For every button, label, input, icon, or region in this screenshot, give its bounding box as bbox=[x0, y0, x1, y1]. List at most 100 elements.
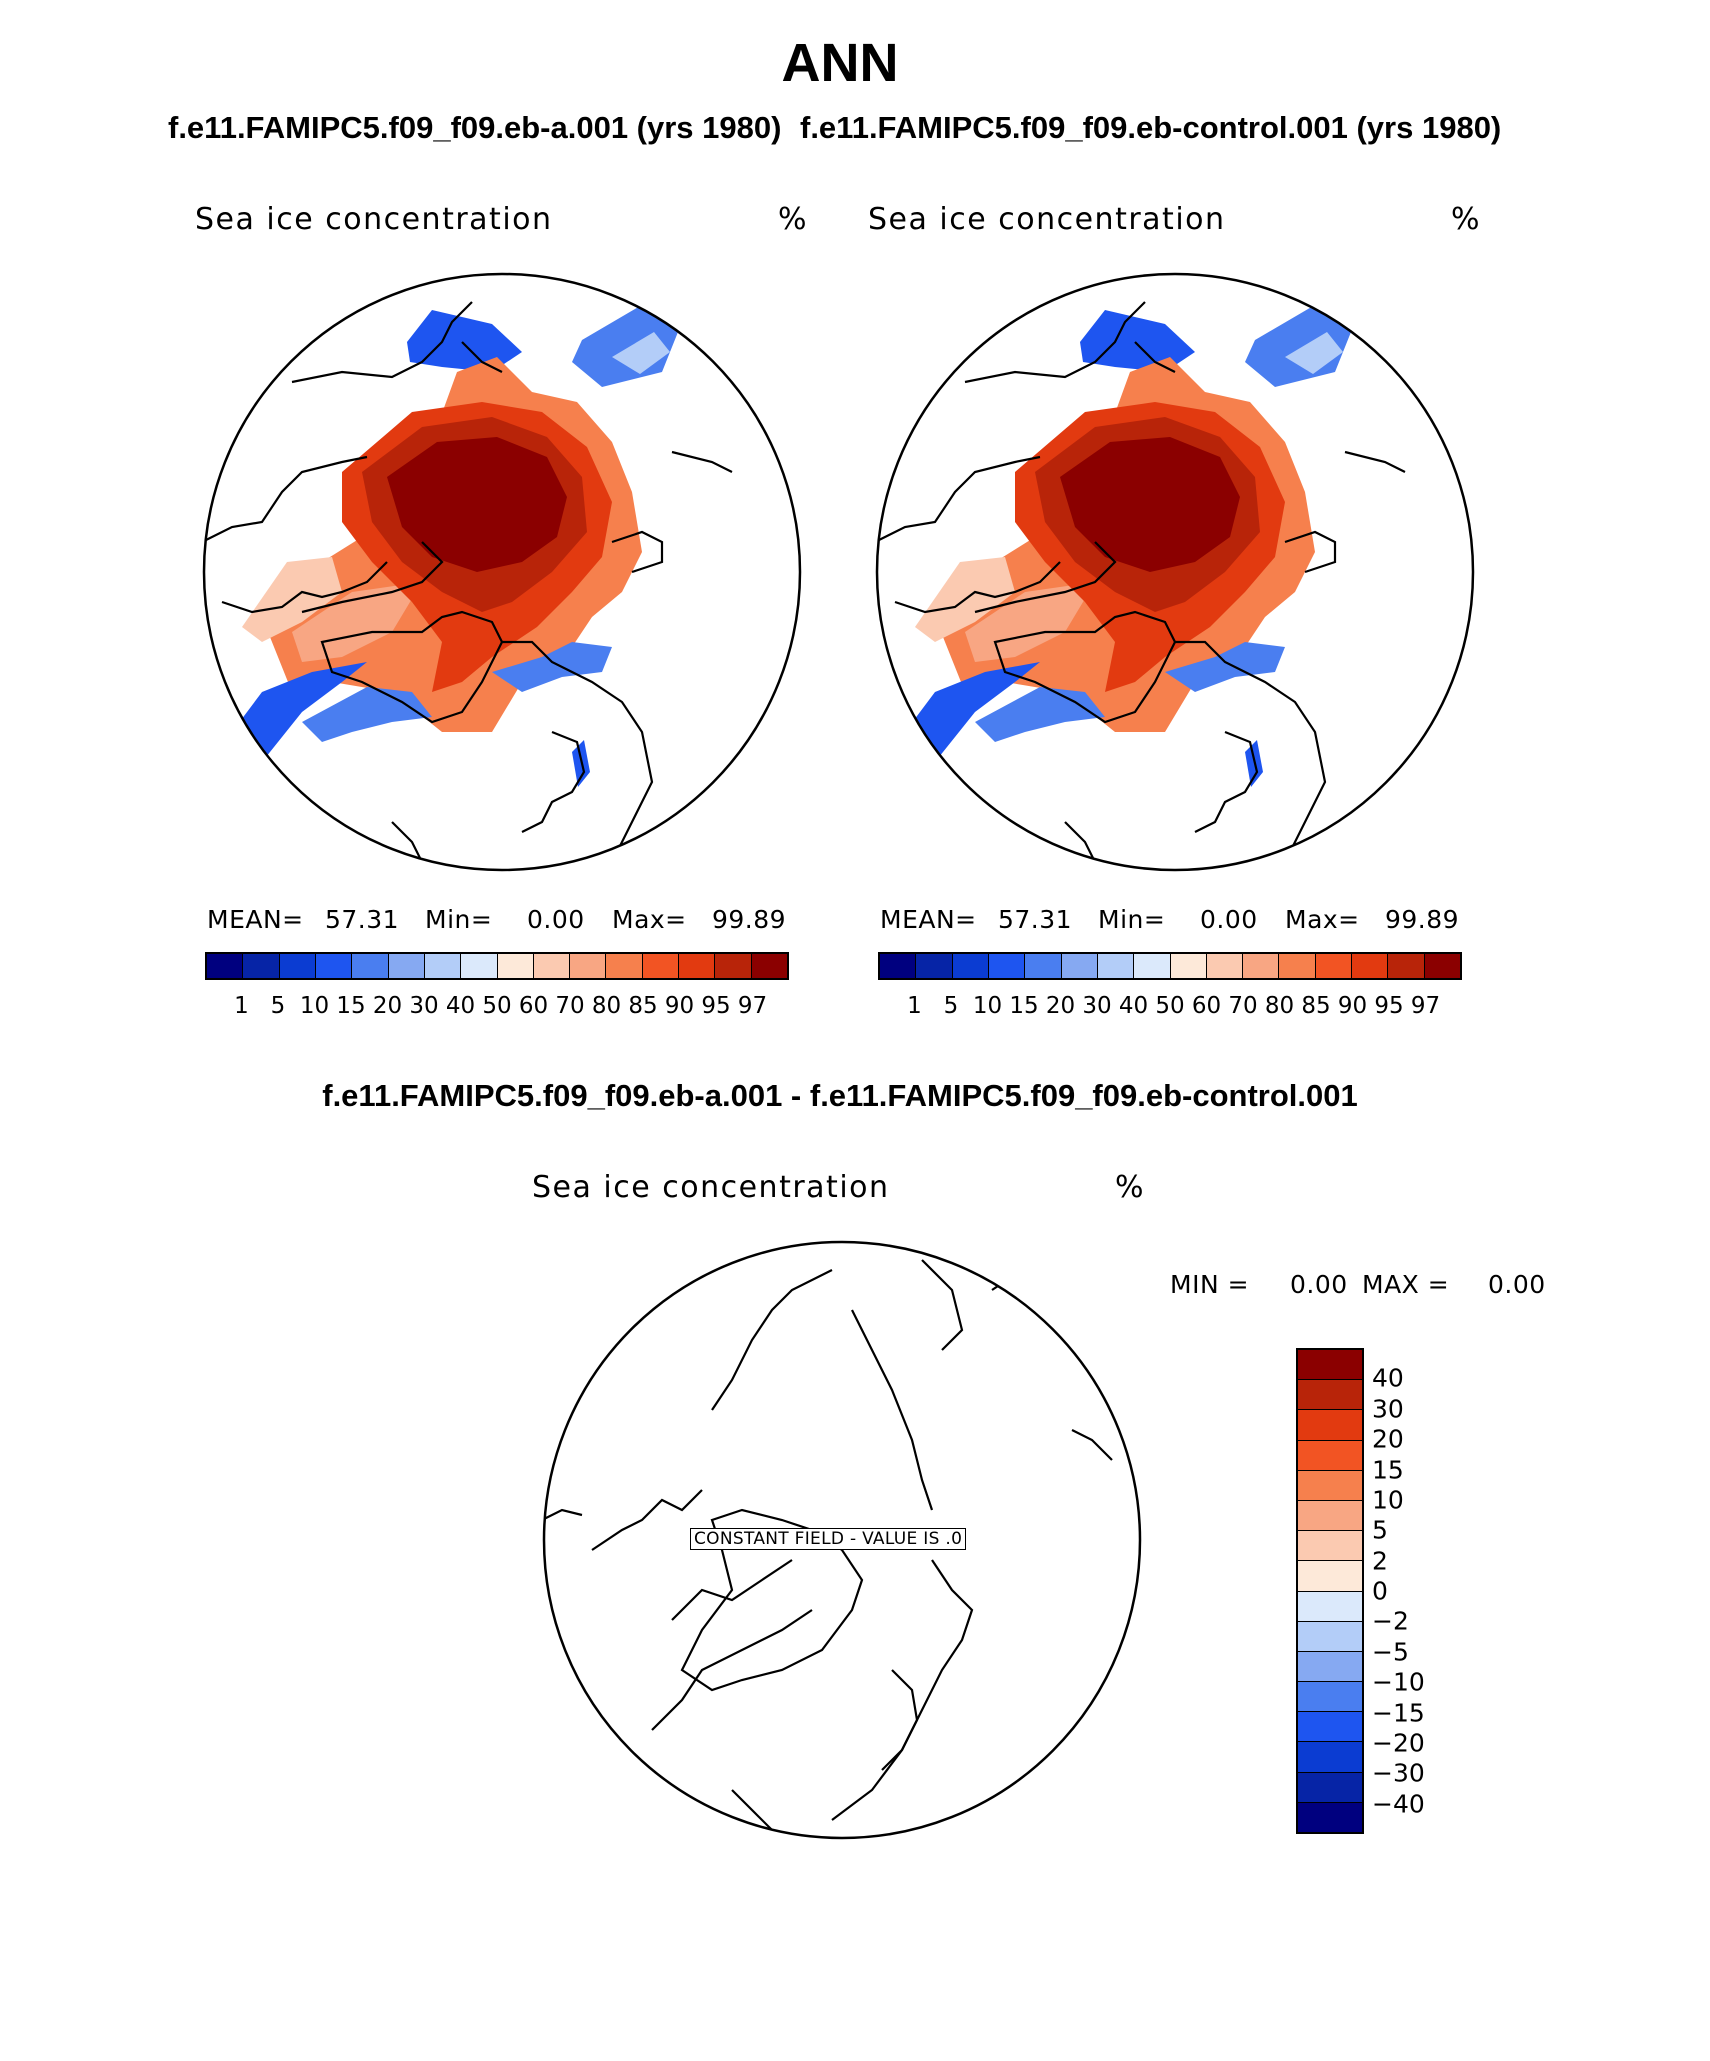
min-value: 0.00 bbox=[527, 905, 585, 934]
right-panel-polar-map bbox=[875, 272, 1475, 872]
colorbar-swatch bbox=[1298, 1591, 1362, 1622]
colorbar-tick-label: 50 bbox=[1155, 993, 1185, 1019]
colorbar-tick-label: 0 bbox=[1372, 1576, 1388, 1606]
colorbar-tick-label: −20 bbox=[1372, 1728, 1425, 1758]
colorbar-swatch bbox=[715, 954, 752, 978]
colorbar-swatch bbox=[606, 954, 643, 978]
colorbar-tick-label: 50 bbox=[482, 993, 512, 1019]
colorbar-swatch bbox=[1298, 1470, 1362, 1501]
left-panel-colorbar bbox=[205, 952, 789, 980]
left-panel-unit-label: % bbox=[778, 202, 807, 237]
constant-field-label: CONSTANT FIELD - VALUE IS .0 bbox=[690, 1528, 967, 1550]
colorbar-swatch bbox=[570, 954, 607, 978]
colorbar-swatch bbox=[751, 954, 787, 978]
colorbar-swatch bbox=[1298, 1380, 1362, 1411]
colorbar-swatch bbox=[279, 954, 316, 978]
colorbar-swatch bbox=[243, 954, 280, 978]
colorbar-tick-label: 60 bbox=[1191, 993, 1222, 1019]
diff-panel-variable-label: Sea ice concentration bbox=[532, 1170, 890, 1205]
colorbar-swatch bbox=[1170, 954, 1207, 978]
colorbar-tick-label: 80 bbox=[1264, 993, 1295, 1019]
right-panel-colorbar-ticks: 1 5 10 15 20 30 40 50 60 70 80 85 90 95 97 bbox=[878, 993, 1462, 1023]
right-panel-map-boundary bbox=[875, 272, 1475, 872]
colorbar-swatch bbox=[1243, 954, 1280, 978]
max-label: Max= bbox=[612, 905, 687, 934]
colorbar-swatch bbox=[1298, 1440, 1362, 1471]
colorbar-swatch bbox=[1298, 1742, 1362, 1773]
colorbar-swatch bbox=[1025, 954, 1062, 978]
colorbar-swatch bbox=[1279, 954, 1316, 978]
colorbar-tick-label: 90 bbox=[1337, 993, 1368, 1019]
colorbar-tick-label: 40 bbox=[1118, 993, 1149, 1019]
colorbar-tick-label: 97 bbox=[737, 993, 768, 1019]
colorbar-swatch bbox=[1315, 954, 1353, 978]
colorbar-tick-label: 95 bbox=[1374, 993, 1404, 1019]
left-panel-colorbar-ticks: 1 5 10 15 20 30 40 50 60 70 80 85 90 95 97 bbox=[205, 993, 789, 1023]
colorbar-tick-label: 40 bbox=[445, 993, 476, 1019]
colorbar-swatch bbox=[1298, 1621, 1362, 1652]
colorbar-swatch bbox=[1206, 954, 1244, 978]
colorbar-swatch bbox=[1298, 1561, 1362, 1592]
colorbar-swatch bbox=[1298, 1350, 1362, 1381]
min-value: 0.00 bbox=[1200, 905, 1258, 934]
colorbar-tick-label: 2 bbox=[1372, 1546, 1388, 1576]
colorbar-tick-label: 60 bbox=[518, 993, 549, 1019]
diff-panel-colorbar-ticks: 40 30 20 15 10 5 2 0 −2 −5 −10 −15 −20 −30 −40 bbox=[1372, 1348, 1452, 1834]
colorbar-swatch bbox=[315, 954, 353, 978]
colorbar-tick-label: 10 bbox=[1372, 1485, 1404, 1515]
left-panel-map-boundary bbox=[202, 272, 802, 872]
colorbar-swatch bbox=[461, 954, 498, 978]
colorbar-swatch bbox=[1298, 1651, 1362, 1683]
colorbar-tick-label: 70 bbox=[555, 993, 585, 1019]
left-panel-stats: MEAN= 57.31 Min= 0.00 Max= 99.89 bbox=[207, 905, 807, 935]
right-panel-variable-label: Sea ice concentration bbox=[868, 202, 1226, 237]
colorbar-tick-label: 97 bbox=[1410, 993, 1441, 1019]
colorbar-tick-label: 15 bbox=[1009, 993, 1039, 1019]
colorbar-swatch bbox=[1061, 954, 1098, 978]
colorbar-tick-label: 20 bbox=[372, 993, 403, 1019]
right-panel-colorbar bbox=[878, 952, 1462, 980]
colorbar-tick-label: 30 bbox=[1082, 993, 1112, 1019]
colorbar-swatch bbox=[352, 954, 389, 978]
colorbar-swatch bbox=[1097, 954, 1135, 978]
diff-panel-colorbar bbox=[1296, 1348, 1364, 1834]
colorbar-tick-label: 5 bbox=[270, 993, 286, 1019]
right-panel-stats: MEAN= 57.31 Min= 0.00 Max= 99.89 bbox=[880, 905, 1480, 935]
left-panel-case-title: f.e11.FAMIPC5.f09_f09.eb-a.001 (yrs 1980… bbox=[168, 110, 782, 145]
max-value: 99.89 bbox=[1385, 905, 1460, 934]
right-panel-coastlines bbox=[877, 286, 1426, 870]
mean-value: 57.31 bbox=[998, 905, 1073, 934]
diff-panel-polar-map bbox=[542, 1240, 1142, 1840]
colorbar-tick-label: 15 bbox=[1372, 1455, 1404, 1484]
colorbar-tick-label: 10 bbox=[972, 993, 1003, 1019]
colorbar-tick-label: 80 bbox=[591, 993, 622, 1019]
colorbar-tick-label: 85 bbox=[628, 993, 658, 1019]
colorbar-swatch bbox=[1298, 1531, 1362, 1562]
colorbar-tick-label: 10 bbox=[299, 993, 330, 1019]
colorbar-swatch bbox=[1388, 954, 1425, 978]
colorbar-tick-label: 30 bbox=[1372, 1394, 1404, 1424]
colorbar-swatch bbox=[1298, 1772, 1362, 1803]
colorbar-swatch bbox=[1298, 1500, 1362, 1532]
left-panel-polar-map bbox=[202, 272, 802, 872]
colorbar-tick-label: −5 bbox=[1372, 1637, 1409, 1667]
colorbar-tick-label: 20 bbox=[1045, 993, 1076, 1019]
colorbar-swatch bbox=[679, 954, 716, 978]
colorbar-swatch bbox=[642, 954, 680, 978]
colorbar-tick-label: 90 bbox=[664, 993, 695, 1019]
colorbar-tick-label: 1 bbox=[907, 993, 922, 1019]
diff-panel-map-boundary bbox=[542, 1240, 1142, 1840]
colorbar-tick-label: 40 bbox=[1372, 1363, 1404, 1393]
colorbar-tick-label: 5 bbox=[943, 993, 959, 1019]
colorbar-swatch bbox=[1298, 1410, 1362, 1441]
max-label: MAX = bbox=[1362, 1270, 1450, 1299]
mean-value: 57.31 bbox=[325, 905, 400, 934]
colorbar-swatch bbox=[952, 954, 989, 978]
colorbar-swatch bbox=[497, 954, 534, 978]
colorbar-swatch bbox=[533, 954, 571, 978]
right-panel-unit-label: % bbox=[1451, 202, 1480, 237]
left-panel-ice-field bbox=[232, 302, 682, 787]
min-label: Min= bbox=[425, 905, 493, 934]
colorbar-tick-label: 95 bbox=[701, 993, 731, 1019]
colorbar-swatch bbox=[1134, 954, 1171, 978]
